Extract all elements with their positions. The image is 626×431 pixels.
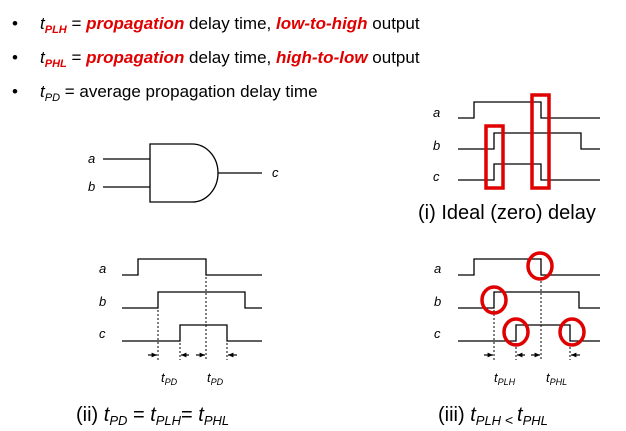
- panel-ii-label-a: a: [99, 261, 106, 276]
- panel-iii-wave-b: [458, 291, 600, 309]
- panel-ideal: a b c: [433, 93, 600, 190]
- bullet-dot: •: [12, 48, 18, 67]
- panel-ii-delay-label-right: tPD: [207, 370, 224, 387]
- panel-ii-label-c: c: [99, 326, 106, 341]
- panel-unequal-delay: a b c tPLH tPHL: [434, 251, 600, 387]
- panel-iii-highlight-a-fall: [526, 251, 554, 281]
- panel-i-label-a: a: [433, 105, 440, 120]
- panel-iii-highlight-b-rise: [480, 285, 508, 315]
- bullet-dot: •: [12, 82, 18, 101]
- panel-i-wave-a: [458, 101, 600, 119]
- panel-iii-highlight-c-fall: [558, 317, 586, 347]
- panel-iii-delay-label-left: tPLH: [494, 370, 516, 387]
- panel-i-highlight-fall: [530, 93, 551, 190]
- panel-i-wave-b: [458, 132, 600, 150]
- panel-ii-label-b: b: [99, 294, 106, 309]
- panel-ii-wave-a: [122, 258, 262, 276]
- panel-iii-label-b: b: [434, 294, 441, 309]
- panel-ii-caption: (ii) tPD = tPLH= tPHL: [76, 404, 229, 428]
- gate-label-a: a: [88, 151, 95, 166]
- panel-i-label-b: b: [433, 138, 440, 153]
- panel-iii-label-c: c: [434, 326, 441, 341]
- bullet-text: tPLH = propagation delay time, low-to-hi…: [40, 14, 420, 36]
- panel-ii-wave-c: [122, 324, 262, 342]
- panel-i-highlight-rise: [484, 124, 505, 190]
- panel-ii-delay-label-left: tPD: [161, 370, 178, 387]
- gate-label-b: b: [88, 179, 95, 194]
- bullet-dot: •: [12, 14, 18, 33]
- and-gate-body: [149, 143, 219, 203]
- gate-label-c: c: [272, 165, 279, 180]
- panel-iii-label-a: a: [434, 261, 441, 276]
- panel-i-caption: (i) Ideal (zero) delay: [418, 202, 596, 224]
- panel-iii-caption: (iii) tPLH < tPHL: [438, 404, 548, 428]
- panel-i-wave-c: [458, 163, 600, 181]
- panel-iii-highlight-c-rise: [502, 317, 530, 347]
- panel-equal-delay: a b c tPD tPD: [99, 258, 262, 387]
- bullet-text: tPD = average propagation delay time: [40, 82, 318, 104]
- panel-iii-delay-label-right: tPHL: [546, 370, 567, 387]
- bullet-text: tPHL = propagation delay time, high-to-l…: [40, 48, 420, 70]
- panel-ii-wave-b: [122, 291, 262, 309]
- panel-i-label-c: c: [433, 169, 440, 184]
- and-gate: [103, 143, 262, 203]
